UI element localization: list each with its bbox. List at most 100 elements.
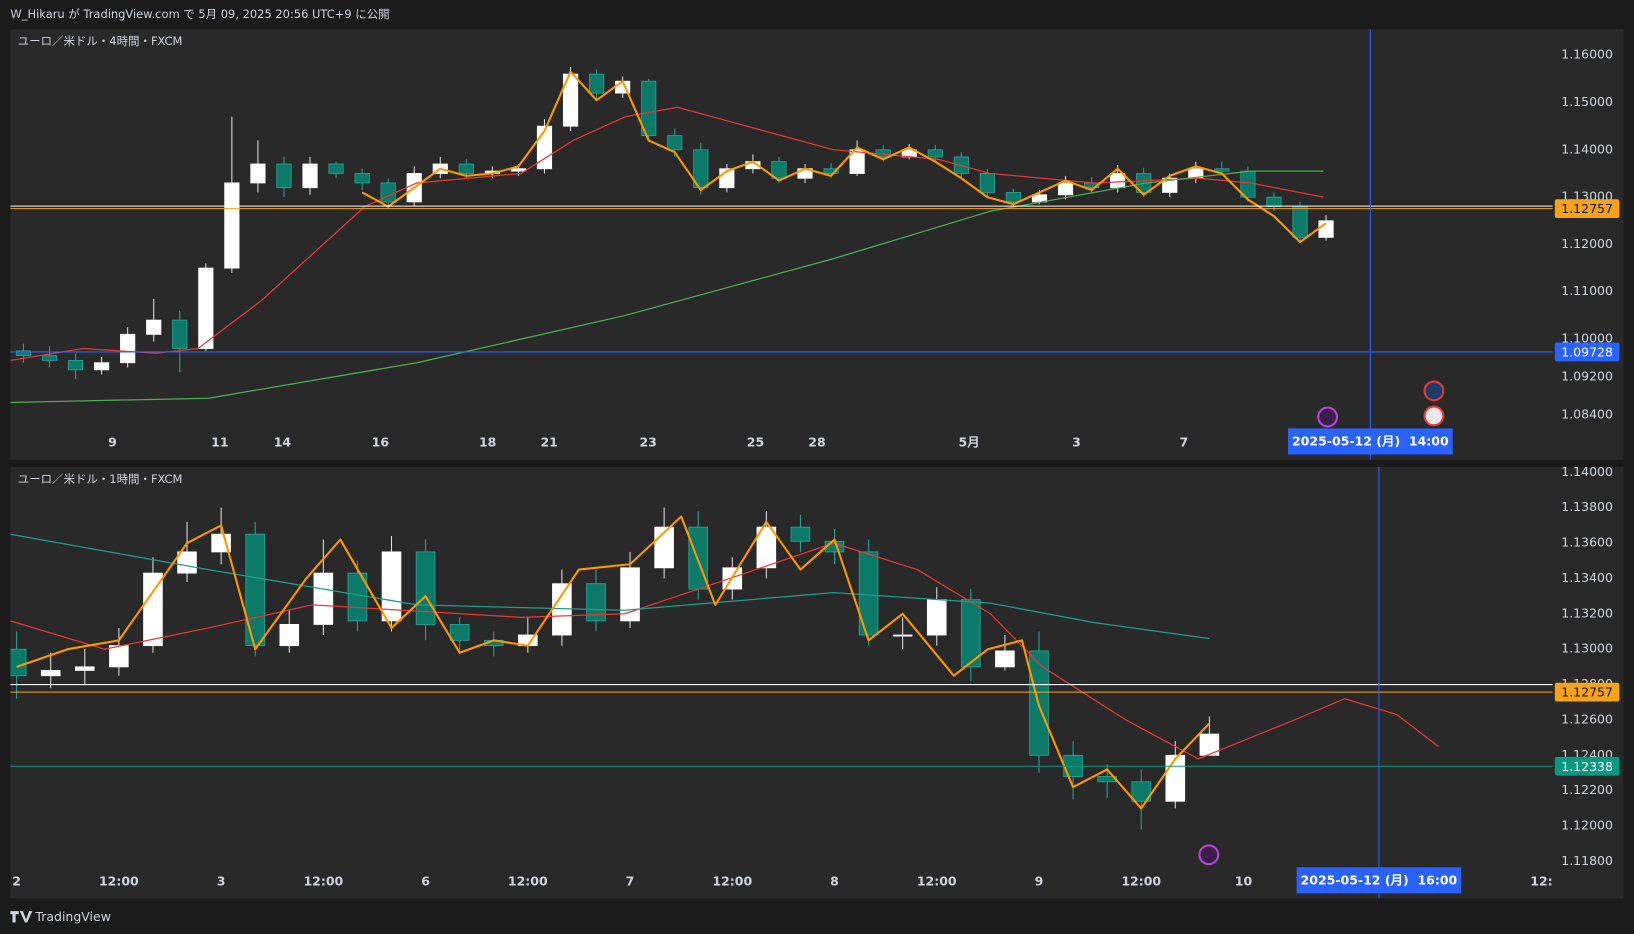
y-tick-label: 1.11000 xyxy=(1561,283,1613,298)
indicator-line xyxy=(10,106,1324,361)
candle-body xyxy=(143,572,163,647)
price-tag-label: 1.09728 xyxy=(1561,344,1613,359)
y-tick-label: 1.13600 xyxy=(1561,535,1613,550)
y-tick-label: 1.14000 xyxy=(1561,141,1613,156)
crosshair-label: 2025-05-12 (月) 16:00 xyxy=(1301,872,1458,887)
price-tag-label: 1.12757 xyxy=(1561,201,1613,216)
x-tick-label: 5月 xyxy=(959,435,980,450)
x-tick-label: 6 xyxy=(421,873,430,888)
candle-body xyxy=(771,161,787,179)
candle-body xyxy=(756,526,777,569)
candle-body xyxy=(1214,168,1230,172)
candle-body xyxy=(926,599,947,636)
candle-body xyxy=(10,648,27,677)
event-icon[interactable] xyxy=(1317,406,1339,428)
x-tick-label: 25 xyxy=(747,435,764,450)
x-tick-label: 12:00 xyxy=(1530,873,1570,888)
price-tag-label: 1.12338 xyxy=(1561,759,1613,774)
candle-body xyxy=(586,583,606,622)
y-tick-label: 1.11800 xyxy=(1561,853,1613,868)
y-tick-label: 1.12600 xyxy=(1561,711,1613,726)
x-tick-label: 18 xyxy=(479,435,496,450)
candle-body xyxy=(641,80,657,137)
candle-body xyxy=(94,362,110,371)
candle-body xyxy=(276,163,292,189)
event-icon[interactable] xyxy=(1423,380,1445,402)
candle-body xyxy=(224,182,240,269)
x-tick-label: 7 xyxy=(1179,435,1188,450)
candle-body xyxy=(620,567,640,622)
panel-1h xyxy=(10,467,1624,899)
candle-body xyxy=(1162,177,1178,193)
candle-body xyxy=(177,551,197,574)
y-tick-label: 1.10000 xyxy=(1561,331,1613,346)
candle-body xyxy=(41,355,58,361)
candle-body xyxy=(279,623,300,647)
candle-body xyxy=(313,572,334,625)
candle-body xyxy=(667,135,683,151)
candle-body xyxy=(250,163,266,184)
candle-body xyxy=(354,173,370,184)
price-tag xyxy=(1554,342,1620,362)
candle-body xyxy=(858,551,879,636)
y-tick-label: 1.15000 xyxy=(1561,94,1613,109)
candle-body xyxy=(172,319,188,349)
candle-body xyxy=(1057,182,1074,196)
x-tick-label: 12:00 xyxy=(712,873,752,888)
candle-body xyxy=(995,650,1015,668)
candle-body xyxy=(1110,173,1126,189)
logo xyxy=(10,911,33,923)
plot-area: 9 11 14 16 18 21 23 25 28 5月 3 7 xyxy=(10,67,1553,450)
header-text: W_Hikaru が TradingView.com で 5月 09, 2025… xyxy=(10,7,389,21)
candle-body xyxy=(302,163,318,189)
indicator-line xyxy=(361,70,1327,244)
candle-body xyxy=(75,666,95,671)
candle-body xyxy=(892,634,913,637)
x-tick-label: 3 xyxy=(1072,435,1081,450)
candle-body xyxy=(1131,781,1152,802)
x-tick-label: 23 xyxy=(639,435,656,450)
indicator-line xyxy=(16,515,1211,810)
candle-body xyxy=(927,149,943,158)
candle-body xyxy=(849,149,865,174)
candle-body xyxy=(790,526,811,542)
panel-4h xyxy=(10,29,1624,460)
x-tick-label: 21 xyxy=(540,435,557,450)
crosshair-tag xyxy=(1296,867,1462,894)
y-tick-label: 1.09200 xyxy=(1561,368,1613,383)
y-tick-label: 1.12200 xyxy=(1561,782,1613,797)
footer: TradingView xyxy=(10,909,111,924)
y-tick-label: 1.13000 xyxy=(1561,641,1613,656)
plot-area: 2 12:00 3 12:00 6 12:00 7 12:00 8 12:00 9 12:00 10 12… xyxy=(10,507,1570,888)
event-icon[interactable] xyxy=(1198,844,1220,866)
x-tick-label: 3 xyxy=(217,873,226,888)
event-icon[interactable] xyxy=(1423,405,1445,427)
y-tick-label: 1.12000 xyxy=(1561,818,1613,833)
y-tick-label: 1.13800 xyxy=(1561,499,1613,514)
x-tick-label: 12:00 xyxy=(303,873,343,888)
chart-title: ユーロ／米ドル・4時間・FXCM xyxy=(18,34,183,48)
candle-body xyxy=(1005,191,1022,203)
x-tick-label: 16 xyxy=(372,435,390,450)
chart-title: ユーロ／米ドル・1時間・FXCM xyxy=(18,472,183,486)
candle-body xyxy=(120,333,136,364)
candle-body xyxy=(40,669,61,677)
event-icons xyxy=(1198,380,1445,866)
x-tick-label: 12:00 xyxy=(1121,873,1161,888)
candle-body xyxy=(1199,733,1220,756)
candle-body xyxy=(510,168,527,172)
candle-body xyxy=(67,359,84,371)
charts: 9 11 14 16 18 21 23 25 28 5月 3 7ユーロ／米ドル・4時間・FXCM1.1… xyxy=(10,29,1620,899)
candle-body xyxy=(449,623,470,641)
candle-body xyxy=(458,163,474,174)
x-tick-label: 10 xyxy=(1235,873,1253,888)
indicator-line xyxy=(10,542,1439,760)
candle-body xyxy=(589,73,605,94)
candle-body xyxy=(328,163,344,174)
x-tick-label: 14 xyxy=(274,435,292,450)
candle-body xyxy=(823,168,839,174)
candle-body xyxy=(380,182,396,203)
x-tick-label: 2 xyxy=(12,873,21,888)
